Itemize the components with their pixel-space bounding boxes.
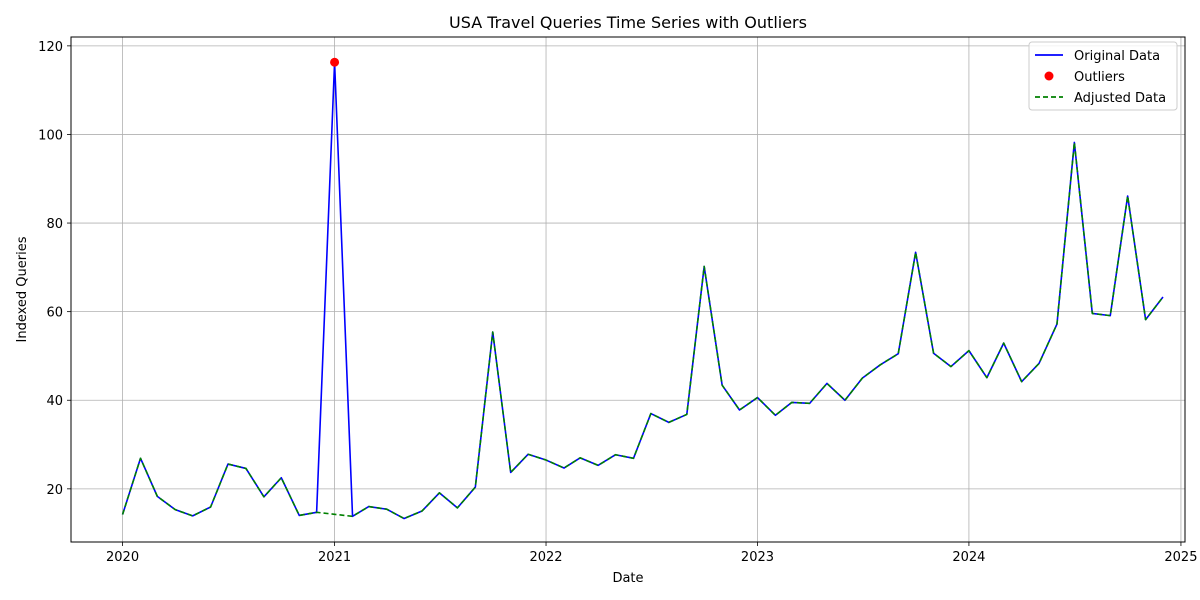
x-axis: 2020 2021 2022 2023 2024 2025: [106, 542, 1197, 565]
x-tick-label: 2021: [318, 550, 351, 565]
plot-frame: [70, 36, 1186, 543]
legend-outliers-label: Outliers: [1074, 70, 1125, 85]
x-axis-label: Date: [612, 571, 643, 586]
chart-title: USA Travel Queries Time Series with Outl…: [449, 13, 807, 32]
series-layer: [121, 57, 1164, 520]
y-tick-label: 20: [46, 483, 63, 498]
x-tick-label: 2025: [1164, 550, 1197, 565]
y-tick-label: 100: [38, 128, 63, 143]
y-tick-label: 80: [46, 217, 63, 232]
y-axis-label: Indexed Queries: [15, 236, 30, 342]
legend-adjusted-label: Adjusted Data: [1074, 91, 1166, 106]
y-axis: 20 40 60 80 100 120: [38, 40, 71, 498]
legend-original-label: Original Data: [1074, 49, 1160, 64]
x-tick-label: 2023: [741, 550, 774, 565]
legend: Original Data Outliers Adjusted Data: [1028, 41, 1178, 111]
adjusted-data-line: [121, 141, 1164, 520]
outlier-point: [330, 57, 340, 67]
x-tick-label: 2020: [106, 550, 139, 565]
legend-outliers-swatch: [1044, 71, 1054, 81]
y-tick-label: 120: [38, 40, 63, 55]
x-tick-label: 2024: [952, 550, 985, 565]
grid: [71, 37, 1185, 542]
x-tick-label: 2022: [529, 550, 562, 565]
y-tick-label: 60: [46, 306, 63, 321]
y-tick-label: 40: [46, 394, 63, 409]
legend-box: [1028, 41, 1178, 111]
